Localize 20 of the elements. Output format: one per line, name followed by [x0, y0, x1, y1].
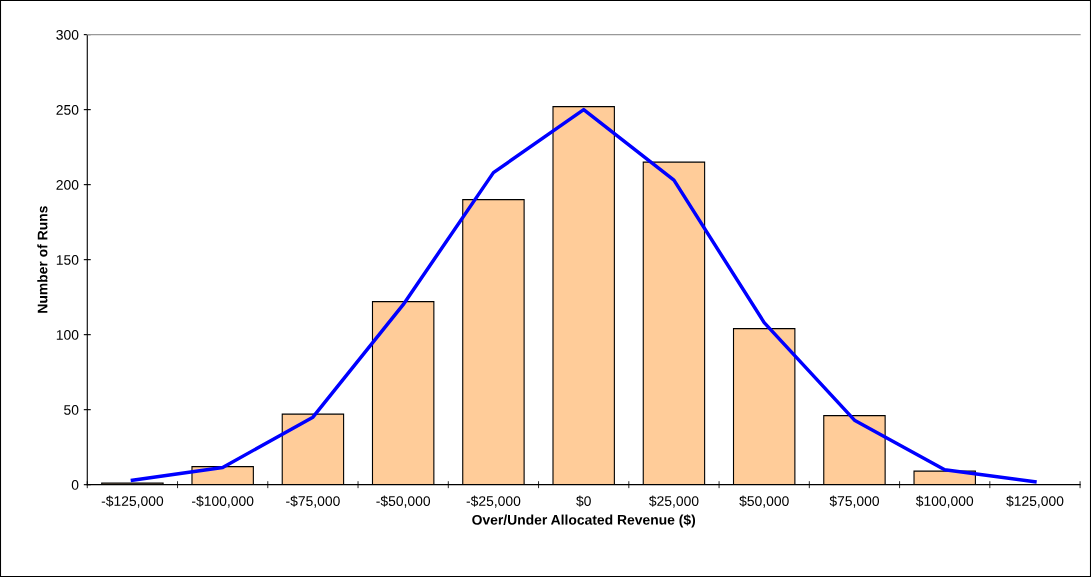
y-tick-label: 150	[56, 254, 79, 265]
x-tick-label: -$125,000	[101, 495, 164, 508]
x-tick-label: -$50,000	[376, 495, 431, 508]
x-axis-title: Over/Under Allocated Revenue ($)	[472, 514, 696, 528]
x-tick-label: $125,000	[1006, 495, 1064, 508]
x-tick-label: $100,000	[915, 495, 974, 508]
y-tick-label: 250	[56, 104, 79, 115]
y-tick-label: 200	[56, 179, 79, 190]
x-tick-label: $0	[576, 495, 591, 507]
y-tick-label: 100	[56, 329, 79, 340]
y-tick-label: 0	[71, 480, 79, 490]
y-tick-label: 50	[64, 405, 79, 415]
x-tick-label: $75,000	[829, 495, 880, 508]
x-tick-label: -$25,000	[466, 495, 521, 508]
y-tick-label: 300	[56, 29, 79, 40]
x-tick-label: $50,000	[739, 495, 789, 508]
y-axis-title: Number of Runs	[37, 206, 48, 313]
x-tick-label: -$100,000	[192, 495, 254, 508]
x-tick-label: $25,000	[648, 495, 699, 508]
x-tick-label: -$75,000	[286, 495, 340, 508]
